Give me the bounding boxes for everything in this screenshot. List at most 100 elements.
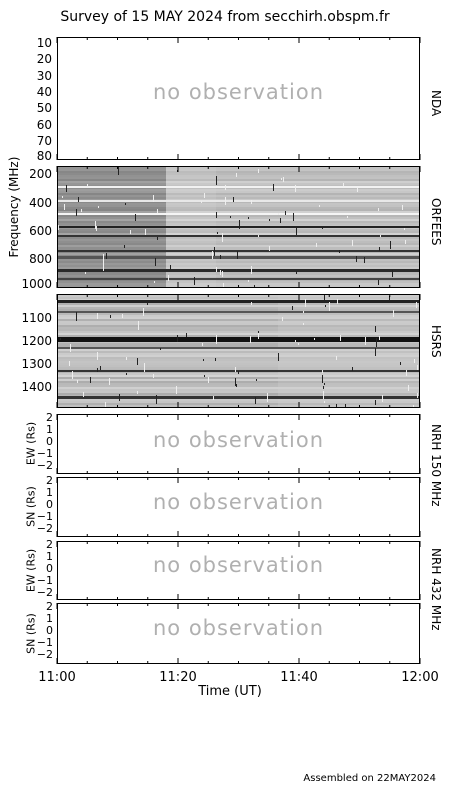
spectrogram-speckle — [126, 357, 127, 360]
y-tick-label: 200 — [29, 167, 52, 181]
spectrogram-speckle — [375, 348, 376, 356]
spectrogram-speckle — [90, 377, 91, 383]
spectrogram-speckle — [400, 362, 401, 365]
y-tick-label: 600 — [29, 224, 52, 238]
nrh432-ew-panel: no observation — [57, 541, 420, 600]
spectrogram-row — [58, 345, 419, 347]
spectrogram-row — [58, 333, 419, 335]
spectrogram-speckle — [225, 185, 226, 190]
spectrogram-speckle — [337, 299, 338, 304]
spectrogram-row — [58, 179, 419, 181]
spectrogram-speckle — [236, 384, 237, 387]
y-tick-label: 0 — [46, 624, 53, 637]
spectrogram-speckle — [293, 213, 294, 221]
x-axis-label: Time (UT) — [198, 684, 262, 699]
spectrogram-row — [58, 253, 419, 255]
spectrogram-speckle — [118, 167, 119, 175]
spectrogram-row — [58, 191, 419, 193]
spectrogram-speckle — [339, 250, 340, 253]
y-tick-label: 1 — [46, 486, 53, 499]
spectrogram-speckle — [258, 333, 259, 339]
spectrogram-speckle — [329, 302, 330, 311]
spectrogram-speckle — [220, 255, 221, 259]
spectrogram-band — [58, 347, 419, 349]
spectrogram-row — [58, 321, 419, 323]
spectrogram-speckle — [202, 343, 203, 346]
spectrogram-row — [58, 307, 419, 309]
spectrogram-speckle — [130, 230, 131, 234]
spectrogram-row — [58, 245, 419, 247]
spectrogram-speckle — [375, 326, 376, 332]
spectrogram-speckle — [97, 368, 98, 372]
y-tick-label: 80 — [36, 149, 52, 163]
nda-panel: no observation — [57, 37, 420, 160]
spectrogram-speckle — [135, 214, 136, 221]
spectrogram-speckle — [213, 396, 214, 400]
spectrogram-speckle — [254, 285, 255, 287]
spectrogram-speckle — [105, 402, 106, 407]
spectrogram-row — [58, 267, 419, 269]
spectrogram-speckle — [281, 178, 282, 180]
hsrs-spectrogram — [58, 295, 419, 407]
spectrogram-speckle — [60, 338, 61, 340]
spectrogram-speckle — [414, 359, 415, 363]
spectrogram-band — [58, 235, 419, 237]
spectrogram-speckle — [66, 185, 67, 192]
spectrogram-speckle — [258, 331, 259, 333]
spectrogram-speckle — [417, 393, 418, 398]
spectrogram-speckle — [295, 340, 296, 342]
spectrogram-row — [58, 359, 419, 361]
spectrogram-speckle — [160, 348, 161, 350]
spectrogram-speckle — [258, 235, 259, 237]
spectrogram-speckle — [106, 253, 107, 259]
spectrogram-speckle — [390, 241, 391, 249]
spectrogram-speckle — [97, 313, 98, 319]
y-tick-label: −2 — [36, 522, 53, 535]
spectrogram-speckle — [248, 280, 249, 282]
spectrogram-speckle — [314, 338, 315, 340]
spectrogram-speckle — [336, 356, 337, 360]
spectrogram-speckle — [248, 217, 249, 219]
spectrogram-speckle — [408, 385, 409, 391]
spectrogram-row — [58, 229, 419, 231]
spectrogram-speckle — [58, 225, 59, 230]
spectrogram-row — [58, 275, 419, 277]
spectrogram-row — [58, 177, 419, 179]
spectrogram-row — [58, 343, 419, 345]
spectrogram-speckle — [298, 343, 299, 345]
spectrogram-row — [58, 183, 419, 185]
spectrogram-band — [58, 311, 419, 313]
spectrogram-speckle — [251, 266, 252, 274]
spectrogram-speckle — [87, 184, 88, 187]
spectrogram-speckle — [72, 371, 73, 379]
spectrogram-speckle — [237, 251, 238, 259]
spectrogram-row — [58, 391, 419, 393]
spectrogram-speckle — [97, 352, 98, 360]
spectrogram-speckle — [340, 335, 341, 341]
spectrogram-row — [58, 231, 419, 233]
spectrogram-row — [58, 357, 419, 359]
spectrogram-speckle — [267, 393, 268, 402]
spectrogram-speckle — [126, 373, 127, 375]
spectrogram-speckle — [122, 314, 123, 318]
spectrogram-speckle — [416, 302, 417, 308]
spectrogram-speckle — [375, 400, 376, 405]
spectrogram-time-segment — [58, 295, 419, 407]
spectrogram-row — [58, 217, 419, 219]
spectrogram-band — [58, 269, 419, 272]
nrh432-sn-no-observation: no observation — [152, 616, 325, 640]
spectrogram-row — [58, 263, 419, 265]
nda-no-observation: no observation — [152, 80, 325, 104]
spectrogram-speckle — [322, 375, 323, 383]
y-tick-label: 2 — [46, 474, 53, 487]
spectrogram-speckle — [194, 277, 195, 285]
y-tick-label: 800 — [29, 252, 52, 266]
spectrogram-speckle — [250, 336, 251, 343]
x-tick-label: 11:00 — [38, 670, 76, 685]
spectrogram-band — [58, 250, 419, 252]
spectrogram-row — [58, 319, 419, 321]
spectrogram-speckle — [405, 240, 406, 244]
y-tick-label: 2 — [46, 538, 53, 551]
spectrogram-speckle — [81, 209, 82, 212]
spectrogram-speckle — [303, 323, 304, 325]
